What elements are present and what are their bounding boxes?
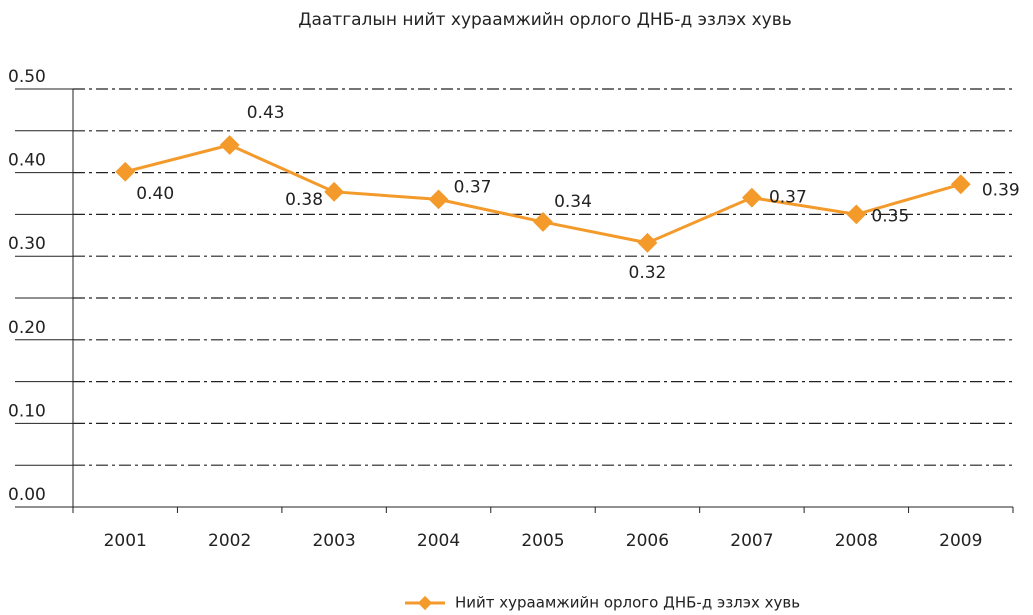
legend-label: Нийт хураамжийн орлого ДНБ-д эзлэх хувь [455,594,800,612]
x-tick-label: 2001 [104,531,147,551]
data-label: 0.43 [247,103,285,123]
marker [428,189,449,210]
data-label: 0.38 [285,190,323,210]
x-tick-label: 2005 [521,531,564,551]
marker [846,204,867,225]
x-tick-label: 2004 [417,531,460,551]
data-label: 0.40 [136,184,174,204]
marker [115,161,136,182]
marker [741,187,762,208]
data-label: 0.37 [454,177,492,197]
data-label: 0.37 [769,188,807,208]
marker [219,135,240,155]
legend-marker [417,595,433,611]
y-tick-label: 0.20 [8,318,46,338]
x-tick-label: 2007 [730,531,773,551]
marker [637,232,658,253]
data-label: 0.32 [629,263,667,283]
x-tick-label: 2009 [939,531,982,551]
x-tick-label: 2003 [312,531,355,551]
x-tick-label: 2002 [208,531,251,551]
chart-title: Даатгалын нийт хураамжийн орлого ДНБ-д э… [298,10,792,30]
x-tick-label: 2008 [835,531,878,551]
y-tick-label: 0.30 [8,234,46,254]
marker [324,181,345,202]
marker [950,174,971,195]
y-tick-label: 0.40 [8,151,46,171]
data-label: 0.35 [871,206,909,226]
data-label: 0.34 [554,192,592,212]
y-tick-label: 0.10 [8,401,46,421]
data-label: 0.39 [982,180,1020,200]
y-tick-label: 0.00 [8,485,46,505]
y-tick-label: 0.50 [8,67,46,87]
x-tick-label: 2006 [626,531,669,551]
